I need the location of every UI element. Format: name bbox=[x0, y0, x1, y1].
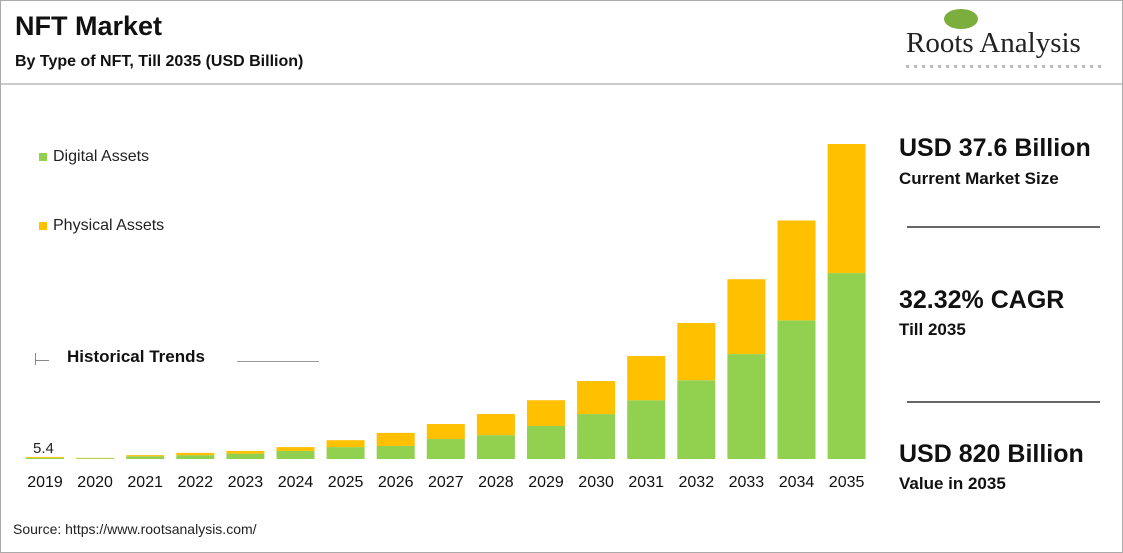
x-tick-label: 2030 bbox=[578, 474, 614, 491]
x-tick-label: 2019 bbox=[27, 474, 63, 491]
legend-label: Digital Assets bbox=[53, 148, 150, 165]
bar-digital-2031 bbox=[627, 400, 666, 459]
bar-digital-2023 bbox=[226, 453, 265, 459]
bar-physical-2030 bbox=[577, 381, 616, 415]
data-label-2019: 5.4 bbox=[33, 440, 54, 457]
bar-physical-2031 bbox=[627, 356, 666, 401]
historical-arrow bbox=[237, 361, 319, 362]
legend-physical-assets: Physical Assets bbox=[39, 217, 164, 235]
kpi-2035-value: USD 820 Billion bbox=[899, 440, 1084, 468]
bar-physical-2024 bbox=[276, 447, 315, 451]
bar-digital-2032 bbox=[677, 380, 716, 459]
kpi-current-value: USD 37.6 Billion bbox=[899, 134, 1091, 162]
logo-text: Roots Analysis bbox=[906, 27, 1081, 59]
kpi-cagr-value: 32.32% CAGR bbox=[899, 286, 1065, 314]
kpi-cagr-label: Till 2035 bbox=[899, 320, 966, 339]
bar-physical-2026 bbox=[376, 432, 415, 446]
divider bbox=[1, 83, 1122, 85]
bar-physical-2021 bbox=[126, 455, 165, 457]
legend-swatch bbox=[39, 153, 47, 161]
bar-physical-2032 bbox=[677, 323, 716, 381]
x-tick-label: 2022 bbox=[178, 474, 214, 491]
bar-digital-2028 bbox=[476, 435, 515, 459]
kpi-2035-label: Value in 2035 bbox=[899, 474, 1006, 493]
x-tick-label: 2032 bbox=[679, 474, 715, 491]
bar-physical-2023 bbox=[226, 450, 265, 454]
bar-digital-2033 bbox=[727, 354, 766, 459]
historical-line-left bbox=[35, 360, 49, 361]
bar-digital-2027 bbox=[426, 439, 465, 459]
bar-physical-2028 bbox=[476, 414, 515, 436]
bar-digital-2019 bbox=[26, 457, 64, 459]
bar-physical-2034 bbox=[777, 220, 816, 321]
bar-physical-2022 bbox=[176, 452, 215, 456]
kpi-divider bbox=[907, 226, 1100, 228]
bar-physical-2033 bbox=[727, 279, 766, 355]
chart-title: NFT Market bbox=[15, 11, 163, 41]
bar-physical-2019 bbox=[26, 456, 64, 458]
logo-tagline bbox=[906, 65, 1101, 68]
x-tick-label: 2021 bbox=[127, 474, 163, 491]
x-tick-label: 2034 bbox=[779, 474, 815, 491]
bar-digital-2025 bbox=[326, 447, 365, 459]
bar-digital-2035 bbox=[827, 273, 866, 459]
x-tick-label: 2029 bbox=[528, 474, 564, 491]
x-tick-label: 2031 bbox=[628, 474, 664, 491]
x-tick-label: 2025 bbox=[328, 474, 364, 491]
bar-digital-2021 bbox=[126, 456, 165, 459]
x-tick-label: 2028 bbox=[478, 474, 514, 491]
roots-analysis-logo: Roots Analysis bbox=[906, 7, 1111, 77]
x-tick-label: 2026 bbox=[378, 474, 414, 491]
bar-digital-2029 bbox=[527, 425, 565, 459]
bar-digital-2024 bbox=[276, 450, 315, 459]
bar-physical-2025 bbox=[326, 440, 365, 448]
legend-swatch bbox=[39, 222, 47, 230]
x-tick-label: 2035 bbox=[829, 474, 865, 491]
tree-icon bbox=[944, 9, 978, 29]
x-tick-label: 2024 bbox=[278, 474, 314, 491]
legend-label: Physical Assets bbox=[53, 217, 165, 234]
x-tick-label: 2033 bbox=[729, 474, 765, 491]
bar-physical-2027 bbox=[426, 424, 465, 440]
legend-digital-assets: Digital Assets bbox=[39, 148, 149, 166]
kpi-divider bbox=[907, 401, 1100, 403]
source-note: Source: https://www.rootsanalysis.com/ bbox=[13, 521, 257, 537]
bar-digital-2026 bbox=[376, 445, 415, 459]
bar-physical-2029 bbox=[527, 400, 565, 426]
bar-physical-2035 bbox=[827, 144, 866, 274]
bar-digital-2034 bbox=[777, 320, 816, 459]
bar-digital-2030 bbox=[577, 414, 616, 459]
historical-trends-label: Historical Trends bbox=[67, 347, 205, 366]
chart-subtitle: By Type of NFT, Till 2035 (USD Billion) bbox=[15, 53, 304, 70]
x-tick-label: 2027 bbox=[428, 474, 464, 491]
x-tick-label: 2020 bbox=[77, 474, 113, 491]
bar-chart: 2019 2020 2021 2022 2023 2024 2025 2026 2027 2028… bbox=[26, 144, 866, 491]
historical-bracket bbox=[35, 353, 36, 365]
kpi-current-label: Current Market Size bbox=[899, 169, 1059, 188]
bar-digital-2020 bbox=[76, 458, 115, 459]
bar-digital-2022 bbox=[176, 455, 215, 459]
x-tick-label: 2023 bbox=[228, 474, 264, 491]
